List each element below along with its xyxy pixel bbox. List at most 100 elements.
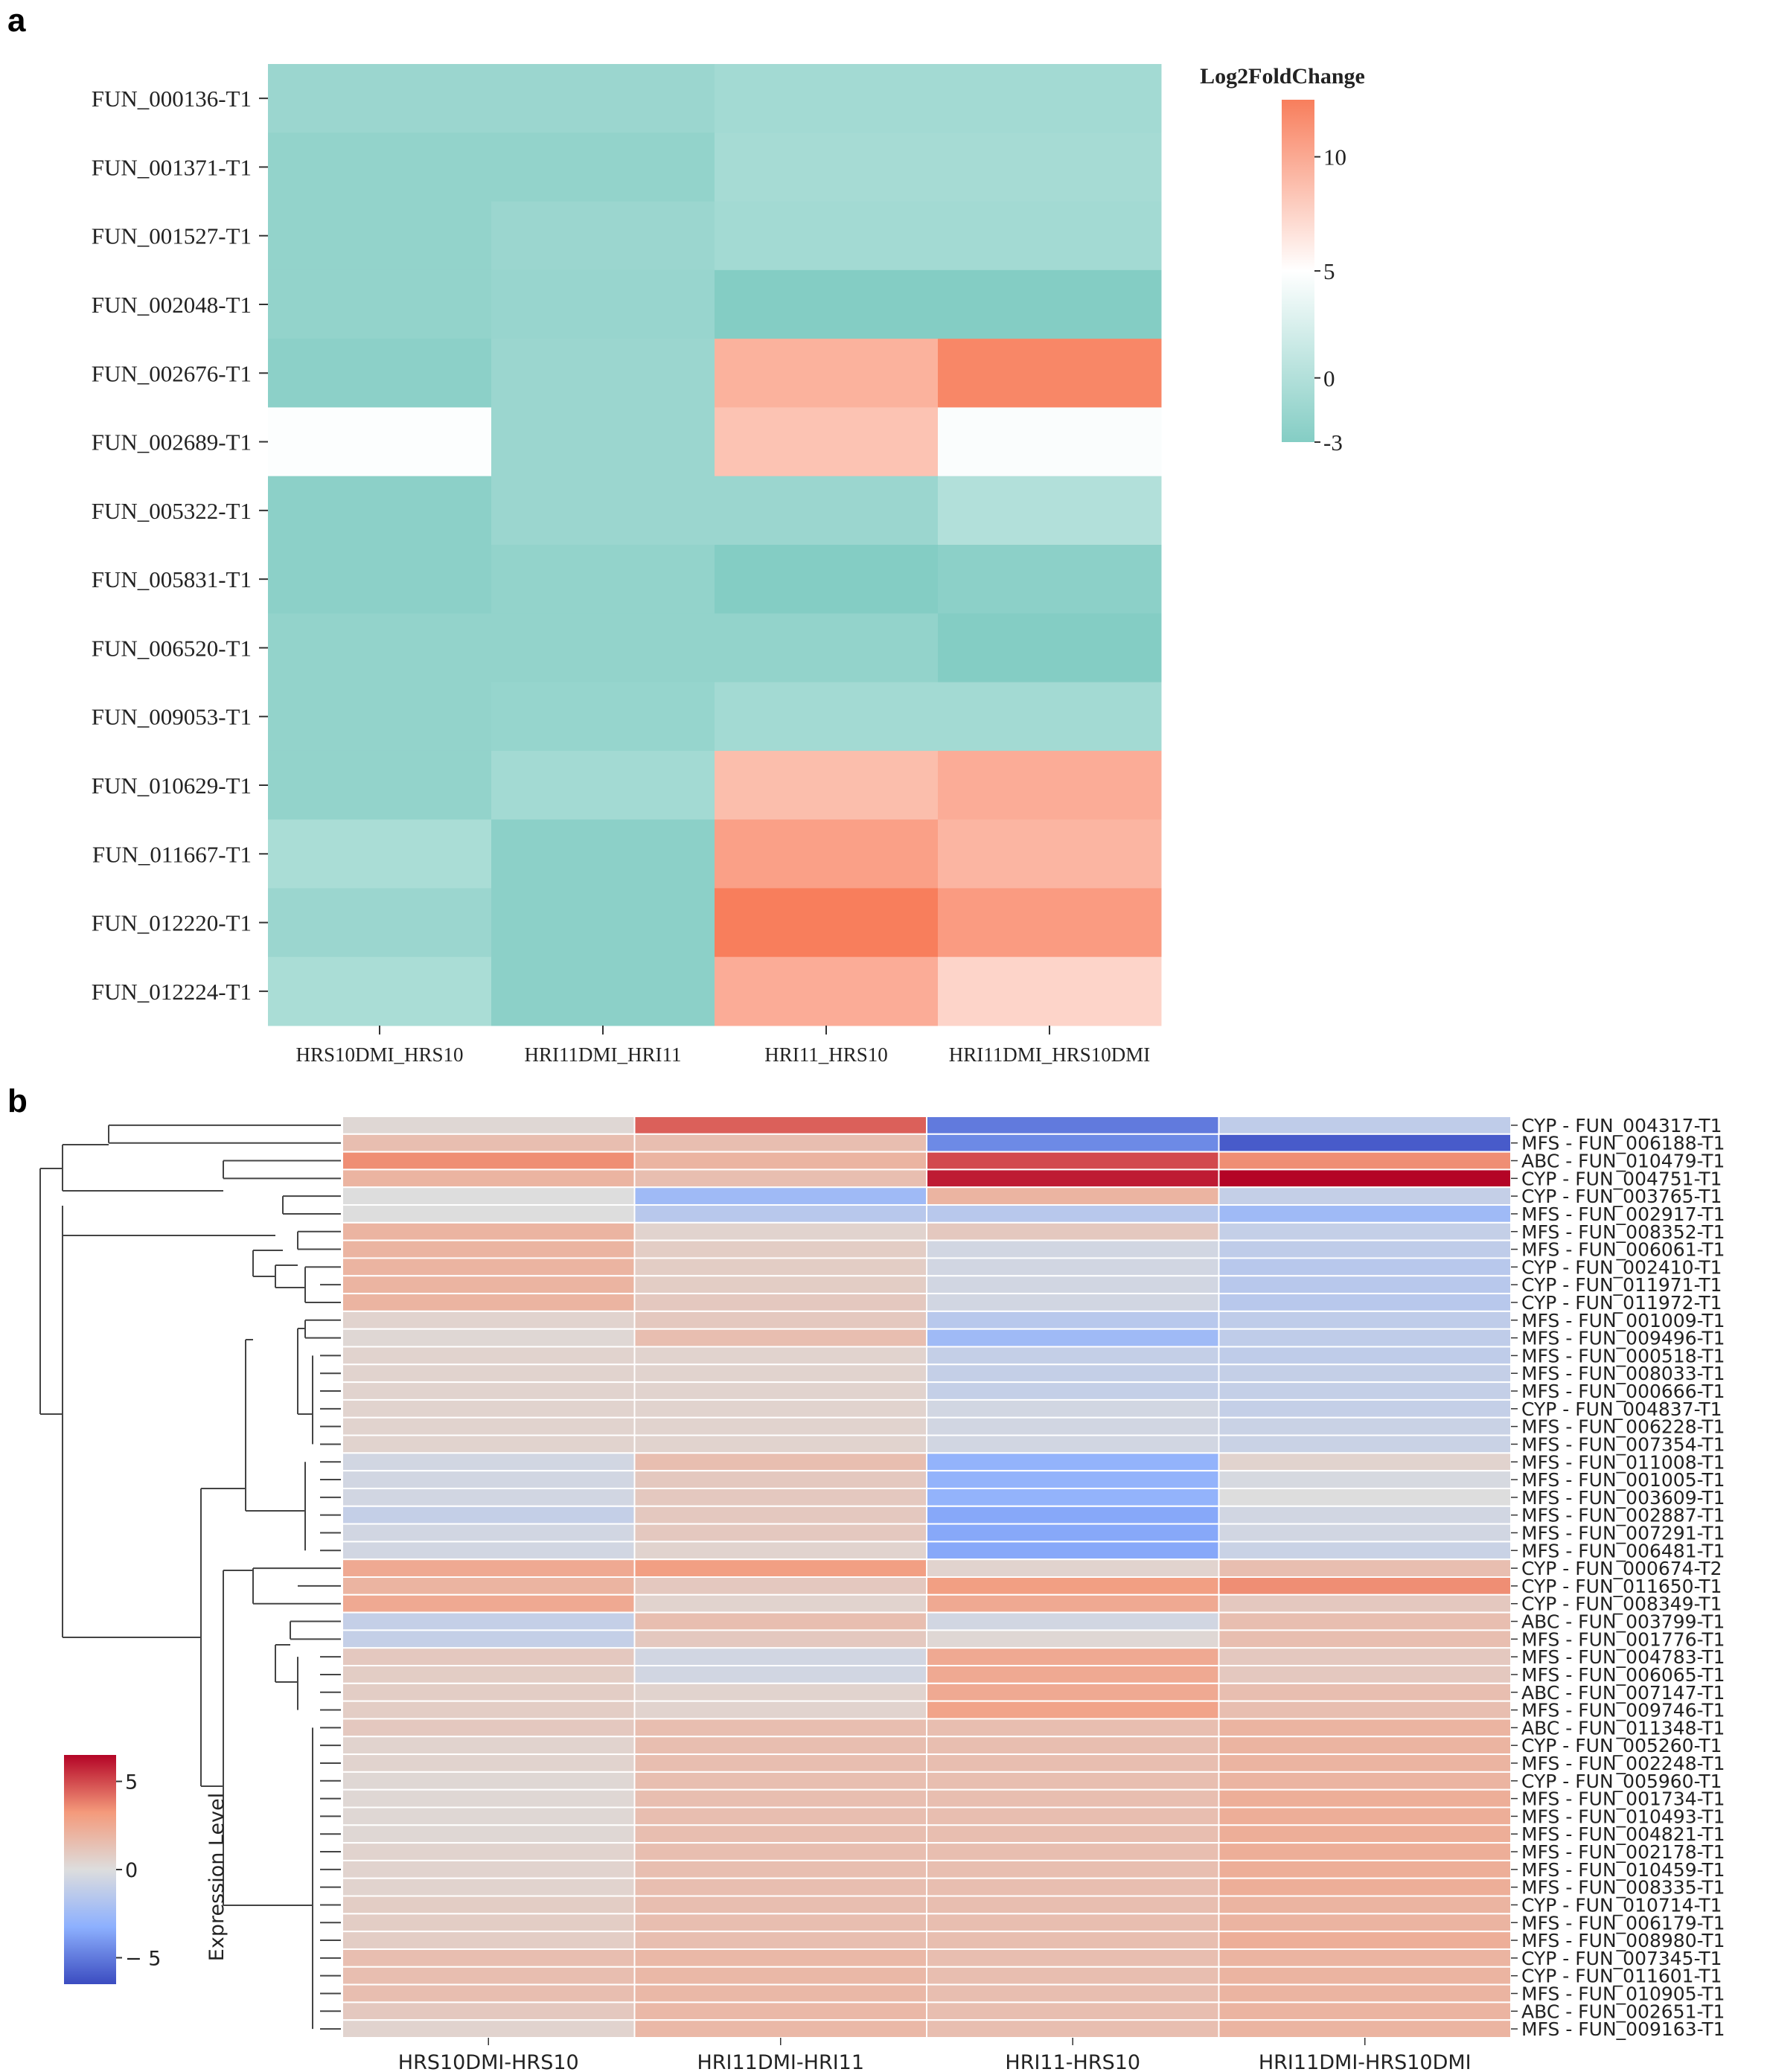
row-label-b: MFS - FUN_010905-T1 <box>1521 1983 1725 2004</box>
heatmap-a-cell <box>268 956 492 1026</box>
heatmap-b-cell <box>342 1558 636 1579</box>
heatmap-a-cell <box>938 339 1162 408</box>
row-label-b: MFS - FUN_006179-T1 <box>1521 1912 1725 1934</box>
row-label-b: CYP - FUN_011971-T1 <box>1521 1274 1722 1296</box>
heatmap-b-cell <box>633 1576 927 1596</box>
heatmap-b-cell <box>926 1948 1220 1968</box>
colorbar-b-tick-label: − 5 <box>125 1947 161 1970</box>
heatmap-b-cell <box>342 1257 636 1277</box>
heatmap-b-cell <box>926 1966 1220 1986</box>
row-label-b: MFS - FUN_004783-T1 <box>1521 1646 1725 1668</box>
heatmap-b-cell <box>926 1310 1220 1330</box>
heatmap-b-cell <box>1218 1913 1512 1933</box>
row-label-a: FUN_006520-T1 <box>92 635 252 661</box>
heatmap-a-cell <box>938 201 1162 271</box>
heatmap-b-cell <box>1218 1859 1512 1879</box>
heatmap-b-cell <box>633 1381 927 1401</box>
heatmap-b-cell <box>633 1558 927 1579</box>
heatmap-b-cell <box>342 1151 636 1171</box>
row-label-b: ABC - FUN_003799-T1 <box>1521 1611 1725 1633</box>
row-label-a: FUN_011667-T1 <box>92 841 252 867</box>
heatmap-b-cell <box>342 1966 636 1986</box>
heatmap-b-cell <box>633 1168 927 1189</box>
heatmap-b-cell <box>926 1736 1220 1756</box>
heatmap-b-cell <box>342 2001 636 2021</box>
heatmap-b-cell <box>1218 1381 1512 1401</box>
heatmap-b-cell <box>633 1398 927 1419</box>
heatmap-b-cell <box>926 1434 1220 1454</box>
row-label-b: MFS - FUN_002917-T1 <box>1521 1203 1725 1225</box>
heatmap-b-cell <box>926 1293 1220 1312</box>
heatmap-b-cell <box>342 1895 636 1915</box>
heatmap-b-cell <box>633 1275 927 1295</box>
heatmap-b-cell <box>926 1718 1220 1738</box>
heatmap-b-cell <box>926 1416 1220 1436</box>
colorbar-b-title: Expression Level <box>205 1793 229 1961</box>
heatmap-b-cell <box>633 1718 927 1738</box>
heatmap-b-cell <box>633 1806 927 1826</box>
row-label-b: MFS - FUN_009163-T1 <box>1521 2018 1725 2040</box>
row-label-b: CYP - FUN_011972-T1 <box>1521 1292 1722 1314</box>
heatmap-b-cell <box>926 1629 1220 1649</box>
heatmap-b-cell <box>633 2001 927 2021</box>
heatmap-b-cell <box>926 1913 1220 1933</box>
row-label-b: CYP - FUN_007345-T1 <box>1521 1948 1722 1969</box>
heatmap-b-cell <box>633 1221 927 1241</box>
heatmap-b-cell <box>342 1221 636 1241</box>
row-label-b: MFS - FUN_001776-T1 <box>1521 1628 1725 1650</box>
heatmap-b-cell <box>926 1983 1220 2004</box>
heatmap-a-cell <box>715 407 939 477</box>
heatmap-b-cell <box>926 1700 1220 1720</box>
heatmap-b-cell <box>926 1931 1220 1950</box>
row-label-a: FUN_012224-T1 <box>92 979 252 1005</box>
heatmap-b-cell <box>633 1116 927 1135</box>
heatmap-b-cell <box>342 1948 636 1968</box>
heatmap-b-cell <box>1218 1151 1512 1171</box>
heatmap-a-cell <box>491 64 715 133</box>
heatmap-a-cell <box>715 956 939 1026</box>
heatmap-b-cell <box>1218 2019 1512 2039</box>
heatmap-b-cell <box>1218 1310 1512 1330</box>
heatmap-b-cell <box>926 1895 1220 1915</box>
heatmap-b-cell <box>926 1239 1220 1259</box>
heatmap-a-cell <box>938 64 1162 133</box>
heatmap-b-cell <box>633 1824 927 1844</box>
colorbar-a-gradient <box>1282 100 1314 442</box>
panel-b-letter: b <box>7 1083 28 1119</box>
heatmap-b-cell <box>1218 2001 1512 2021</box>
heatmap-b-cell <box>633 1523 927 1543</box>
heatmap-a-cell <box>268 819 492 889</box>
row-label-b: MFS - FUN_006065-T1 <box>1521 1664 1725 1686</box>
row-label-a: FUN_012220-T1 <box>92 910 252 936</box>
heatmap-b-cell <box>926 1186 1220 1206</box>
heatmap-a-cell <box>491 819 715 889</box>
heatmap-b-cell <box>342 1398 636 1419</box>
heatmap-b-cell <box>926 1346 1220 1366</box>
heatmap-b-cell <box>633 1859 927 1879</box>
heatmap-a-cell <box>938 682 1162 752</box>
heatmap-b-cell <box>926 2019 1220 2039</box>
row-label-a: FUN_005831-T1 <box>92 566 252 592</box>
col-label-b: HRI11DMI-HRI11 <box>697 2051 864 2072</box>
heatmap-b-cell <box>633 1931 927 1950</box>
heatmap-a-cell <box>268 613 492 683</box>
heatmap-b-cell <box>342 1186 636 1206</box>
heatmap-b-cell <box>926 1842 1220 1861</box>
heatmap-b-cell <box>342 1824 636 1844</box>
heatmap-b-cell <box>342 1470 636 1489</box>
row-label-a: FUN_005322-T1 <box>92 498 252 524</box>
heatmap-b-cell <box>633 2019 927 2039</box>
row-label-b: MFS - FUN_006228-T1 <box>1521 1416 1725 1438</box>
heatmap-b-cell <box>1218 1629 1512 1649</box>
heatmap-b-cell <box>342 1452 636 1472</box>
heatmap-b-cell <box>926 1771 1220 1791</box>
heatmap-b-cell <box>1218 1541 1512 1561</box>
heatmap-b-cell <box>633 1487 927 1507</box>
heatmap-b-cell <box>1218 1116 1512 1135</box>
heatmap-b-cell <box>926 1116 1220 1135</box>
row-label-b: CYP - FUN_002410-T1 <box>1521 1256 1722 1278</box>
heatmap-b-cell <box>1218 1523 1512 1543</box>
heatmap-b-cell <box>926 1470 1220 1489</box>
heatmap-b-cell <box>1218 1931 1512 1950</box>
heatmap-b-cell <box>342 1700 636 1720</box>
